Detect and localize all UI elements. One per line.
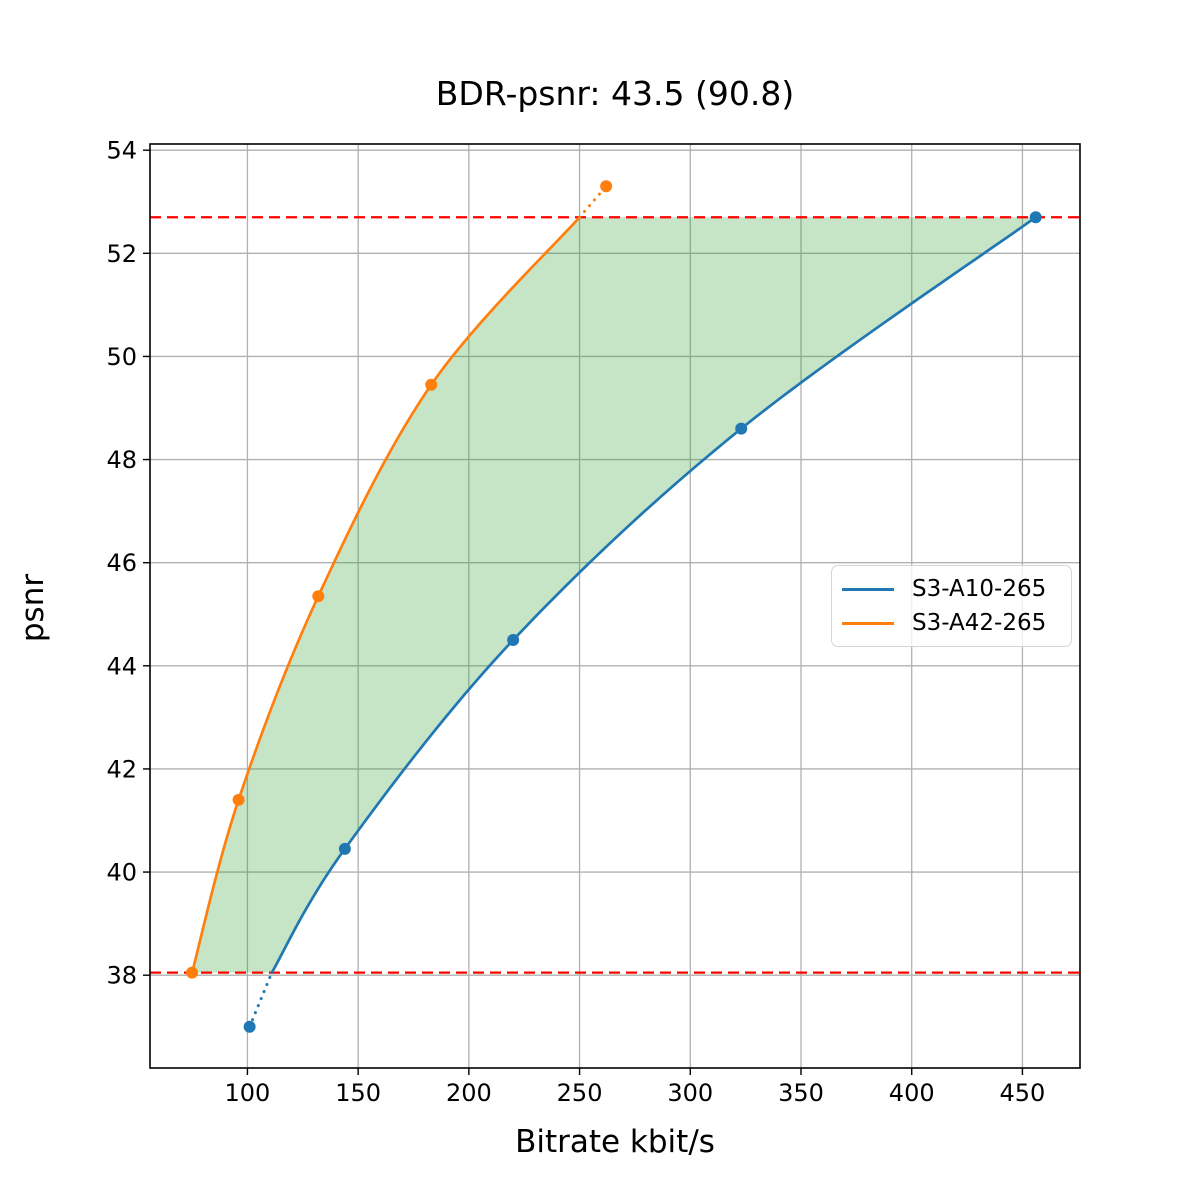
data-point-S3-A42-265 bbox=[425, 378, 438, 391]
data-point-S3-A42-265 bbox=[312, 590, 325, 603]
legend-line-swatch-orange bbox=[842, 621, 894, 625]
y-tick-label-44: 44 bbox=[106, 652, 137, 680]
legend-label: S3-A10-265 bbox=[912, 576, 1047, 602]
data-point-S3-A42-265 bbox=[600, 180, 613, 193]
x-tick-label-350: 350 bbox=[778, 1079, 824, 1107]
data-point-S3-A10-265 bbox=[1029, 211, 1042, 224]
y-tick-label-52: 52 bbox=[106, 240, 137, 268]
y-tick-label-50: 50 bbox=[106, 343, 137, 371]
data-point-S3-A10-265 bbox=[243, 1020, 256, 1033]
x-tick-label-400: 400 bbox=[889, 1079, 935, 1107]
series-dotted-extension-S3-A42-265 bbox=[578, 184, 608, 219]
data-point-S3-A10-265 bbox=[507, 634, 520, 647]
y-tick-label-48: 48 bbox=[106, 446, 137, 474]
data-point-S3-A10-265 bbox=[338, 842, 351, 855]
series-dotted-extension-S3-A10-265 bbox=[248, 971, 274, 1029]
x-tick-label-150: 150 bbox=[335, 1079, 381, 1107]
legend-item-s3-a42-265: S3-A42-265 bbox=[842, 610, 1061, 636]
data-point-S3-A42-265 bbox=[186, 966, 199, 979]
y-tick-label-38: 38 bbox=[106, 962, 137, 990]
data-point-S3-A10-265 bbox=[735, 422, 748, 435]
bd-shaded-region bbox=[192, 217, 1036, 973]
x-axis-label: Bitrate kbit/s bbox=[515, 1124, 715, 1160]
legend-label: S3-A42-265 bbox=[912, 610, 1047, 636]
legend-item-s3-a10-265: S3-A10-265 bbox=[842, 576, 1061, 602]
data-point-S3-A42-265 bbox=[232, 793, 245, 806]
legend-line-swatch-blue bbox=[842, 587, 894, 591]
x-tick-label-200: 200 bbox=[446, 1079, 492, 1107]
y-tick-label-40: 40 bbox=[106, 859, 137, 887]
y-tick-label-42: 42 bbox=[106, 755, 137, 783]
y-tick-label-54: 54 bbox=[106, 137, 137, 165]
x-tick-label-300: 300 bbox=[667, 1079, 713, 1107]
x-tick-label-250: 250 bbox=[557, 1079, 603, 1107]
y-tick-label-46: 46 bbox=[106, 549, 137, 577]
legend: S3-A10-265 S3-A42-265 bbox=[831, 565, 1072, 647]
x-tick-label-100: 100 bbox=[225, 1079, 271, 1107]
chart-title: BDR-psnr: 43.5 (90.8) bbox=[435, 74, 795, 113]
y-axis-label: psnr bbox=[15, 573, 51, 643]
axes-frame bbox=[149, 143, 1081, 1069]
x-tick-label-450: 450 bbox=[1000, 1079, 1046, 1107]
